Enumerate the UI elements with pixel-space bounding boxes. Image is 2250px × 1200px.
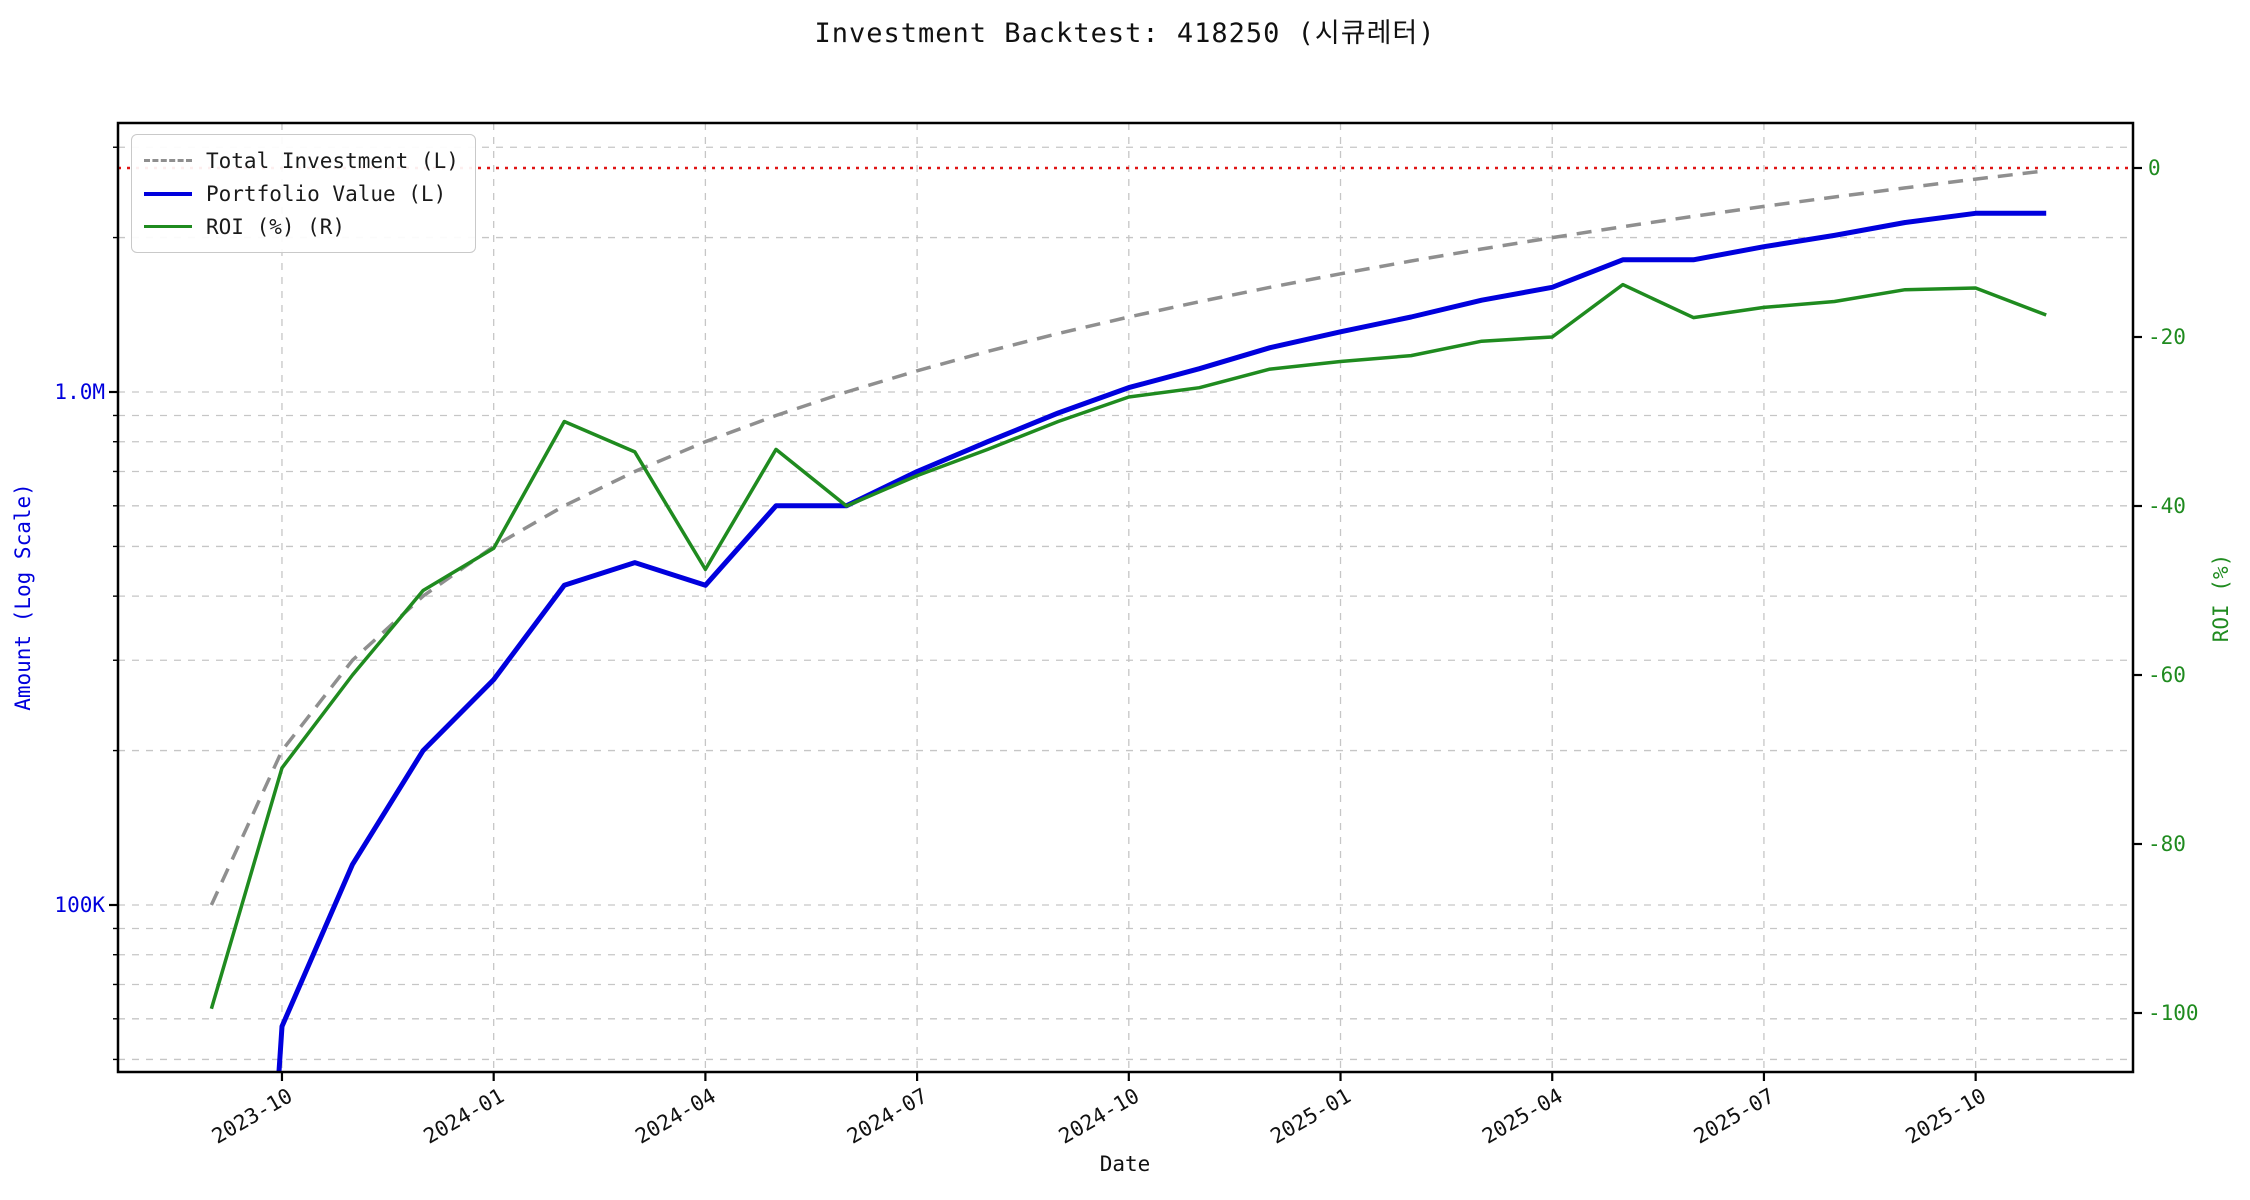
y-left-tick-label: 100K (54, 893, 105, 917)
x-tick-label: 2024-04 (631, 1084, 720, 1149)
x-tick-label: 2025-04 (1478, 1084, 1567, 1149)
y-right-tick-label: -100 (2148, 1001, 2199, 1025)
legend-label: Portfolio Value (L) (206, 181, 447, 206)
legend-label: ROI (%) (R) (206, 214, 346, 239)
x-tick-label: 2025-10 (1901, 1084, 1990, 1149)
x-axis-label: Date (1099, 1152, 1151, 1176)
y-left-tick-label: 1.0M (54, 380, 105, 404)
roi-line-swatch (144, 225, 192, 228)
legend-item-total-investment: Total Investment (L) (144, 144, 459, 177)
series-line-portfolio-value-l (276, 210, 2047, 1072)
x-tick-label: 2024-10 (1055, 1084, 1144, 1149)
x-tick-label: 2024-07 (843, 1084, 932, 1149)
legend: Total Investment (L) Portfolio Value (L)… (131, 134, 476, 253)
y-right-tick-label: -80 (2148, 832, 2186, 856)
chart-title: Investment Backtest: 418250 (시큐레터) (814, 18, 1436, 49)
plot-border (116, 121, 2135, 1074)
x-tick-label: 2024-01 (420, 1084, 509, 1149)
legend-item-portfolio-value: Portfolio Value (L) (144, 177, 459, 210)
y-right-tick-label: 0 (2148, 156, 2161, 180)
y-right-tick-label: -20 (2148, 325, 2186, 349)
portfolio-value-line-swatch (144, 191, 192, 196)
x-tick-label: 2025-07 (1690, 1084, 1779, 1149)
total-investment-line-swatch (144, 159, 192, 162)
x-tick-label: 2023-10 (208, 1084, 297, 1149)
y-right-tick-label: -40 (2148, 494, 2186, 518)
x-tick-label: 2025-01 (1266, 1084, 1355, 1149)
legend-item-roi: ROI (%) (R) (144, 210, 459, 243)
legend-label: Total Investment (L) (206, 148, 459, 173)
series-line-roi-r (209, 282, 2047, 1010)
y-right-tick-label: -60 (2148, 663, 2186, 687)
